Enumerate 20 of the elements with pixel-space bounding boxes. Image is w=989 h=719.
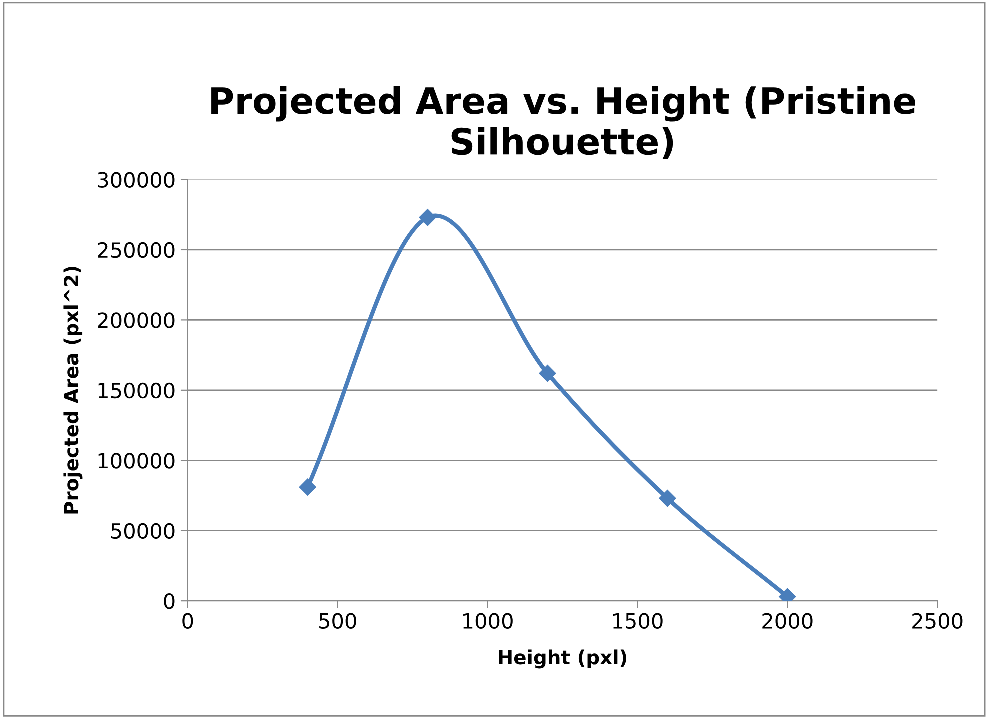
point [419, 208, 437, 226]
point [658, 490, 676, 508]
x-tick-label: 2500 [912, 613, 963, 630]
y-tick-label: 0 [164, 594, 175, 610]
chart-title: Projected Area vs. Height (Pristine Silhouette) [212, 86, 916, 160]
x-tick-label: 0 [182, 613, 194, 630]
y-tick-label: 300000 [98, 172, 175, 188]
y-tick-label: 50000 [111, 523, 175, 540]
x-tick-label: 1500 [613, 613, 663, 630]
y-axis-title: Projected Area (pxl^2) [64, 266, 83, 514]
x-tick-label: 1000 [464, 613, 513, 630]
y-tick-label: 200000 [98, 312, 175, 328]
x-tick-label: 500 [320, 613, 356, 630]
point [538, 364, 557, 382]
y-tick-label: 100000 [98, 453, 175, 469]
y-tick-label: 250000 [98, 242, 175, 258]
y-tick-label: 150000 [98, 382, 175, 399]
point [299, 478, 317, 496]
x-tick-label: 2000 [762, 613, 813, 630]
x-axis-title: Height (pxl) [499, 650, 626, 669]
